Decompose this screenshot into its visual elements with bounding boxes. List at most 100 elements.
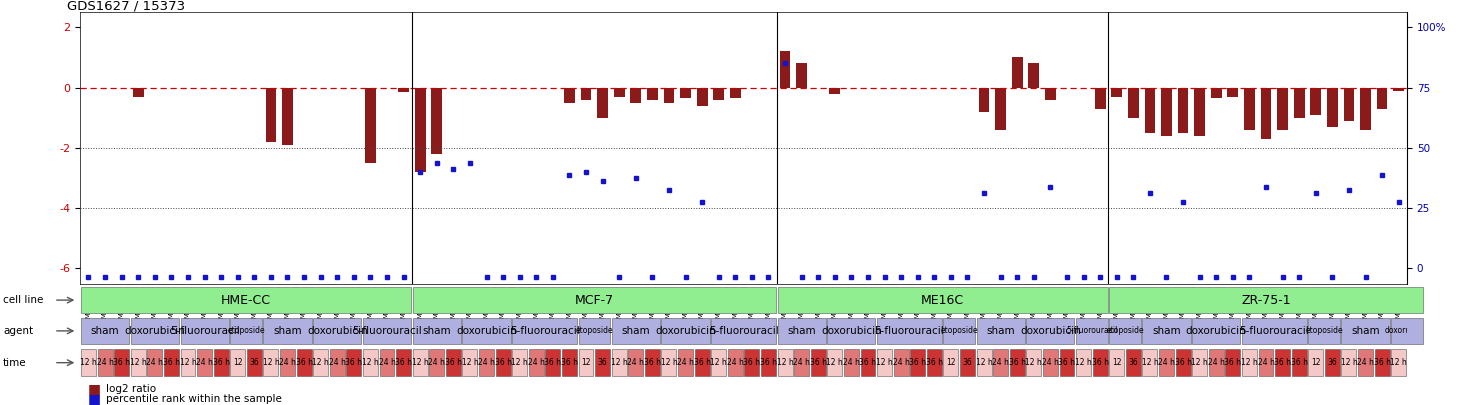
- Text: 36 h: 36 h: [809, 358, 827, 367]
- Bar: [777, 288, 1108, 313]
- Text: 12 h: 12 h: [1025, 358, 1042, 367]
- Bar: [1143, 318, 1191, 344]
- Text: 24 h: 24 h: [892, 358, 910, 367]
- Text: 36 h: 36 h: [1175, 358, 1191, 367]
- Text: 12 h: 12 h: [262, 358, 280, 367]
- Bar: [728, 349, 742, 376]
- Text: doxorubicin: doxorubicin: [306, 326, 367, 336]
- Text: sham: sham: [1352, 326, 1379, 336]
- Bar: [379, 349, 395, 376]
- Text: sham: sham: [1152, 326, 1181, 336]
- Bar: [1128, 87, 1139, 118]
- Bar: [181, 318, 229, 344]
- Bar: [712, 349, 726, 376]
- Bar: [644, 349, 660, 376]
- Text: 12 h: 12 h: [362, 358, 379, 367]
- Bar: [943, 349, 958, 376]
- Bar: [662, 349, 677, 376]
- Bar: [713, 87, 725, 100]
- Text: 36 h: 36 h: [346, 358, 363, 367]
- Bar: [1394, 87, 1404, 91]
- Text: 36: 36: [249, 358, 260, 367]
- Text: 36: 36: [962, 358, 972, 367]
- Text: 24 h: 24 h: [793, 358, 811, 367]
- Text: 12 h: 12 h: [777, 358, 793, 367]
- Bar: [561, 349, 577, 376]
- Bar: [1357, 349, 1373, 376]
- Text: 36: 36: [1128, 358, 1139, 367]
- Bar: [894, 349, 908, 376]
- Bar: [712, 318, 776, 344]
- Text: 36 h: 36 h: [445, 358, 462, 367]
- Bar: [429, 349, 445, 376]
- Bar: [82, 349, 96, 376]
- Text: 36 h: 36 h: [213, 358, 230, 367]
- Text: 36 h: 36 h: [694, 358, 710, 367]
- Bar: [1376, 87, 1388, 109]
- Bar: [1292, 349, 1306, 376]
- Bar: [777, 349, 793, 376]
- Bar: [598, 87, 608, 118]
- Bar: [1242, 318, 1306, 344]
- Bar: [1277, 87, 1287, 130]
- Text: doxorubicin: doxorubicin: [1021, 326, 1080, 336]
- Bar: [1343, 87, 1354, 121]
- Text: MCF-7: MCF-7: [574, 294, 614, 307]
- Text: 24 h: 24 h: [1158, 358, 1175, 367]
- Text: etoposide: etoposide: [1305, 326, 1343, 335]
- Bar: [280, 349, 295, 376]
- Bar: [796, 64, 808, 87]
- Bar: [1026, 349, 1041, 376]
- Text: 12 h: 12 h: [876, 358, 892, 367]
- Text: 36 h: 36 h: [926, 358, 943, 367]
- Text: 36 h: 36 h: [744, 358, 761, 367]
- Text: 12 h: 12 h: [312, 358, 330, 367]
- Bar: [730, 87, 741, 98]
- Bar: [1228, 87, 1238, 96]
- Text: sham: sham: [986, 326, 1015, 336]
- Bar: [1341, 349, 1356, 376]
- Bar: [1225, 349, 1241, 376]
- Bar: [993, 349, 1007, 376]
- Text: 12: 12: [946, 358, 955, 367]
- Text: doxorubicin: doxorubicin: [1185, 326, 1247, 336]
- Bar: [977, 318, 1025, 344]
- Bar: [397, 349, 411, 376]
- Bar: [364, 87, 376, 163]
- Text: 24 h: 24 h: [1207, 358, 1225, 367]
- Text: 12 h: 12 h: [710, 358, 728, 367]
- Bar: [512, 349, 528, 376]
- Bar: [98, 349, 112, 376]
- Text: 24 h: 24 h: [146, 358, 163, 367]
- Bar: [265, 87, 277, 142]
- Bar: [1159, 349, 1174, 376]
- Text: 36 h: 36 h: [1092, 358, 1108, 367]
- Bar: [131, 349, 146, 376]
- Bar: [1126, 349, 1140, 376]
- Text: 12 h: 12 h: [660, 358, 678, 367]
- Bar: [1210, 87, 1222, 98]
- Text: 36 h: 36 h: [114, 358, 130, 367]
- Bar: [1092, 349, 1108, 376]
- Bar: [1194, 87, 1206, 136]
- Text: 36 h: 36 h: [910, 358, 926, 367]
- Bar: [628, 349, 643, 376]
- Text: doxorubicin: doxorubicin: [124, 326, 185, 336]
- Bar: [1110, 349, 1124, 376]
- Bar: [679, 87, 691, 98]
- Bar: [398, 87, 410, 92]
- Text: 12 h: 12 h: [462, 358, 478, 367]
- Bar: [1391, 318, 1423, 344]
- Text: HME-CC: HME-CC: [222, 294, 271, 307]
- Text: doxorubicin: doxorubicin: [655, 326, 716, 336]
- Text: 36: 36: [598, 358, 608, 367]
- Bar: [1360, 87, 1371, 130]
- Text: 5-fluorouracil: 5-fluorouracil: [1066, 326, 1117, 335]
- Bar: [230, 349, 245, 376]
- Text: 12 h: 12 h: [130, 358, 147, 367]
- Bar: [795, 349, 809, 376]
- Text: 12 h: 12 h: [975, 358, 993, 367]
- Bar: [977, 349, 991, 376]
- Text: 36 h: 36 h: [644, 358, 660, 367]
- Text: 36: 36: [1327, 358, 1337, 367]
